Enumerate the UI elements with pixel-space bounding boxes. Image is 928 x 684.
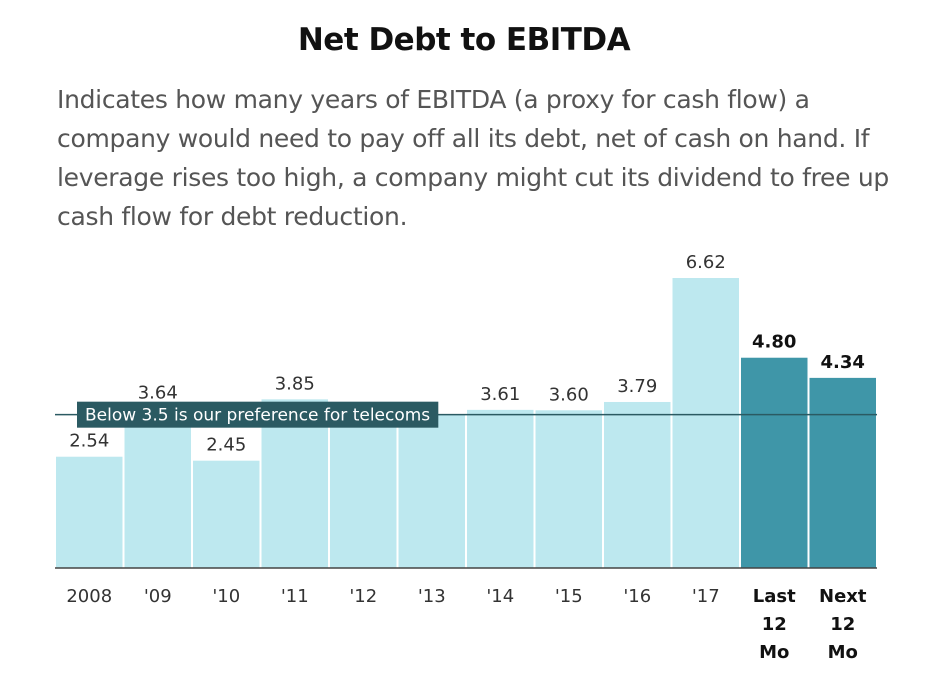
- x-tick-label-1: '09: [144, 586, 172, 607]
- x-tick-label-2: '10: [212, 586, 240, 607]
- bar-4: [330, 414, 397, 568]
- x-tick-label-3: '11: [281, 586, 309, 607]
- x-tick-label-6: '14: [486, 586, 514, 607]
- x-tick-label-4: '12: [349, 586, 377, 607]
- bar-value-label-8: 3.79: [617, 376, 657, 397]
- bar-value-label-11: 4.34: [821, 352, 865, 373]
- reference-line-label: Below 3.5 is our preference for telecoms: [85, 406, 430, 426]
- bar-11: [809, 377, 876, 568]
- x-tick-label-5: '13: [418, 586, 446, 607]
- x-tick-label-7: '15: [555, 586, 583, 607]
- bar-value-label-1: 3.64: [138, 383, 178, 404]
- bar-9: [672, 278, 739, 568]
- reference-line-label-bg: [77, 401, 439, 428]
- bar-1: [124, 408, 191, 568]
- x-tick-label-10: Last 12 Mo: [753, 586, 796, 663]
- bar-10: [741, 357, 808, 568]
- bar-value-label-7: 3.60: [549, 384, 589, 405]
- x-tick-label-8: '16: [623, 586, 651, 607]
- bar-value-label-10: 4.80: [752, 332, 796, 353]
- reference-line-group: Below 3.5 is our preference for telecoms: [55, 401, 877, 428]
- chart-description: Indicates how many years of EBITDA (a pr…: [57, 85, 889, 231]
- bar-0: [56, 456, 123, 568]
- bar-value-label-6: 3.61: [480, 384, 520, 405]
- bar-value-label-9: 6.62: [686, 252, 726, 273]
- x-tick-labels: 2008 '09 '10 '11 '12 '13 '14 '15 '16 '17 Last 12 Mo N…: [66, 586, 867, 663]
- chart-title: Net Debt to EBITDA: [297, 22, 631, 58]
- bar-5: [398, 414, 465, 568]
- bar-2: [193, 460, 260, 568]
- bar-value-label-0: 2.54: [69, 431, 109, 452]
- bar-7: [535, 410, 602, 568]
- x-tick-label-11: Next 12 Mo: [819, 586, 867, 663]
- bar-8: [604, 401, 671, 568]
- x-tick-label-9: '17: [692, 586, 720, 607]
- x-tick-label-0: 2008: [66, 586, 112, 607]
- bar-6: [467, 409, 534, 568]
- bar-value-label-3: 3.85: [275, 373, 315, 394]
- bars-group: 2.54 3.64 2.45 3.85 3.61 3.60 3.79 6.62 4.80 4.34: [56, 252, 876, 568]
- bar-value-label-2: 2.45: [206, 435, 246, 456]
